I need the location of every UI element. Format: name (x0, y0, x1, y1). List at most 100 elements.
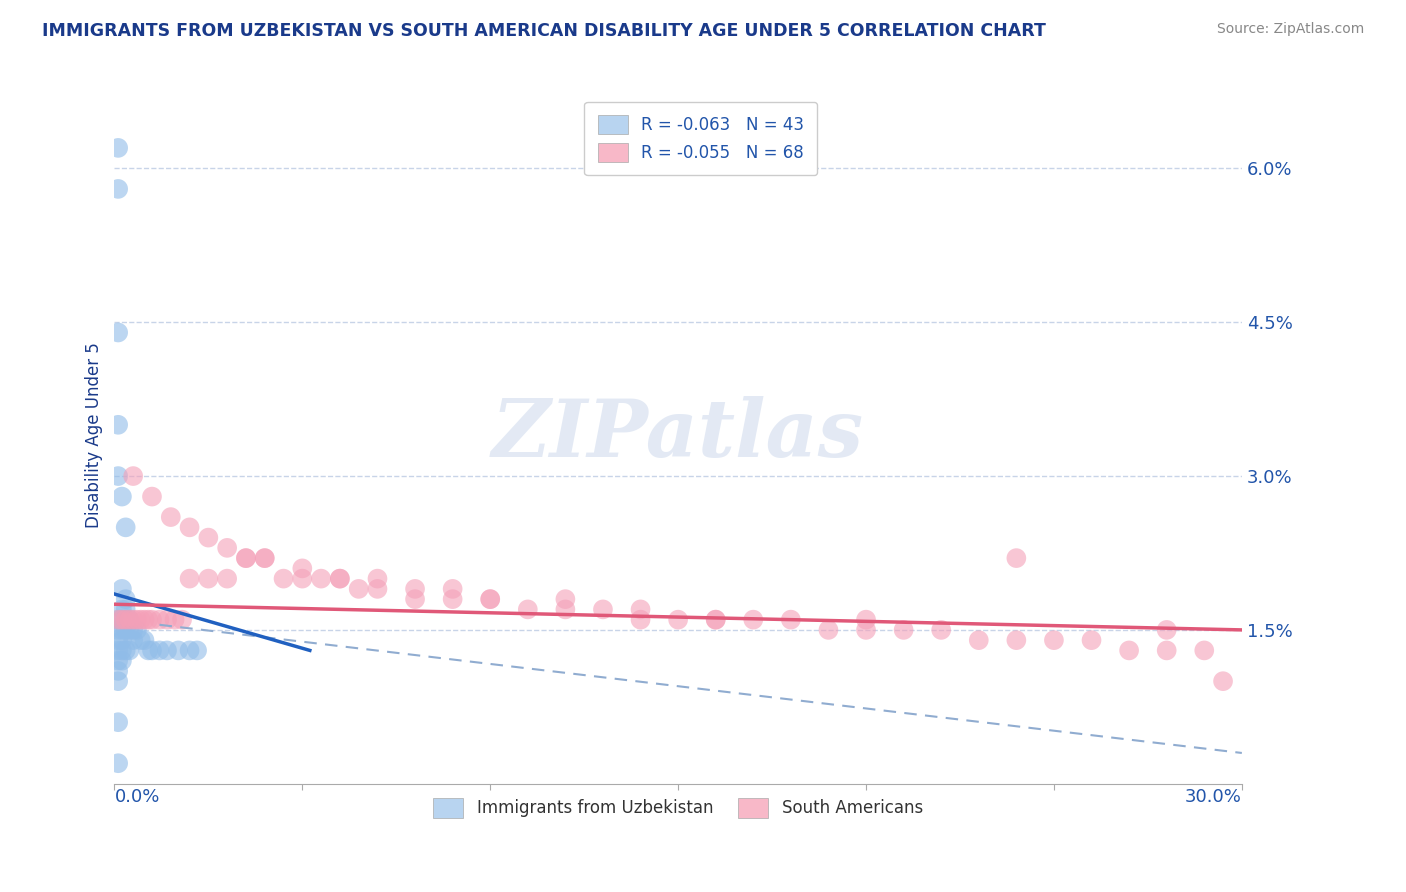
Point (125, 623, 148, 637)
Point (666, 613, 689, 627)
Point (366, 572, 388, 586)
Text: 30.0%: 30.0% (1185, 788, 1241, 805)
Point (217, 541, 239, 555)
Point (156, 613, 179, 627)
Point (107, 674, 129, 689)
Point (366, 582, 388, 596)
Point (111, 633, 134, 648)
Point (179, 572, 201, 586)
Point (111, 654, 134, 668)
Point (148, 613, 170, 627)
Point (742, 613, 765, 627)
Point (111, 643, 134, 657)
Point (855, 623, 877, 637)
Point (107, 141, 129, 155)
Point (592, 602, 614, 616)
Point (554, 602, 576, 616)
Point (309, 572, 332, 586)
Point (107, 715, 129, 730)
Point (1005, 551, 1028, 566)
Point (704, 613, 727, 627)
Point (148, 643, 170, 657)
Point (404, 592, 426, 607)
Point (779, 613, 801, 627)
Point (235, 551, 257, 566)
Point (107, 613, 129, 627)
Point (630, 613, 652, 627)
Point (1156, 643, 1178, 657)
Text: IMMIGRANTS FROM UZBEKISTAN VS SOUTH AMERICAN DISABILITY AGE UNDER 5 CORRELATION : IMMIGRANTS FROM UZBEKISTAN VS SOUTH AMER… (42, 22, 1046, 40)
Point (253, 551, 276, 566)
Point (235, 551, 257, 566)
Point (122, 633, 145, 648)
Point (122, 623, 145, 637)
Point (441, 582, 464, 596)
Point (111, 623, 134, 637)
Point (179, 643, 201, 657)
Point (107, 182, 129, 196)
Point (136, 613, 159, 627)
Point (111, 582, 134, 596)
Point (129, 613, 152, 627)
Point (122, 469, 145, 483)
Point (107, 633, 129, 648)
Point (141, 613, 163, 627)
Point (347, 582, 370, 596)
Point (893, 623, 915, 637)
Point (1005, 633, 1028, 648)
Point (107, 469, 129, 483)
Text: Source: ZipAtlas.com: Source: ZipAtlas.com (1216, 22, 1364, 37)
Point (118, 613, 141, 627)
Point (855, 613, 877, 627)
Point (114, 592, 136, 607)
Point (114, 613, 136, 627)
Point (134, 633, 156, 648)
Point (129, 633, 152, 648)
Point (817, 623, 839, 637)
Point (1212, 674, 1234, 689)
Point (125, 613, 148, 627)
Point (107, 613, 129, 627)
Point (253, 551, 276, 566)
Point (1118, 643, 1140, 657)
Y-axis label: Disability Age Under 5: Disability Age Under 5 (86, 343, 103, 528)
Point (1156, 623, 1178, 637)
Point (197, 531, 219, 545)
Point (111, 613, 134, 627)
Point (107, 623, 129, 637)
Point (291, 561, 314, 575)
Point (1043, 633, 1066, 648)
Point (107, 643, 129, 657)
Point (134, 613, 156, 627)
Point (479, 592, 502, 607)
Point (114, 520, 136, 534)
Point (273, 572, 295, 586)
Point (107, 756, 129, 771)
Point (107, 654, 129, 668)
Point (111, 490, 134, 504)
Point (441, 592, 464, 607)
Point (114, 623, 136, 637)
Point (1194, 643, 1216, 657)
Point (107, 664, 129, 678)
Point (114, 602, 136, 616)
Point (156, 643, 179, 657)
Point (136, 643, 159, 657)
Point (479, 592, 502, 607)
Point (141, 643, 163, 657)
Text: ZIPatlas: ZIPatlas (492, 396, 865, 474)
Point (107, 326, 129, 340)
Text: 0.0%: 0.0% (114, 788, 160, 805)
Point (291, 572, 314, 586)
Point (929, 623, 952, 637)
Legend: Immigrants from Uzbekistan, South Americans: Immigrants from Uzbekistan, South Americ… (427, 791, 929, 824)
Point (704, 613, 727, 627)
Point (114, 613, 136, 627)
Point (163, 613, 186, 627)
Point (122, 613, 145, 627)
Point (107, 417, 129, 432)
Point (159, 510, 181, 524)
Point (141, 490, 163, 504)
Point (1080, 633, 1102, 648)
Point (329, 572, 352, 586)
